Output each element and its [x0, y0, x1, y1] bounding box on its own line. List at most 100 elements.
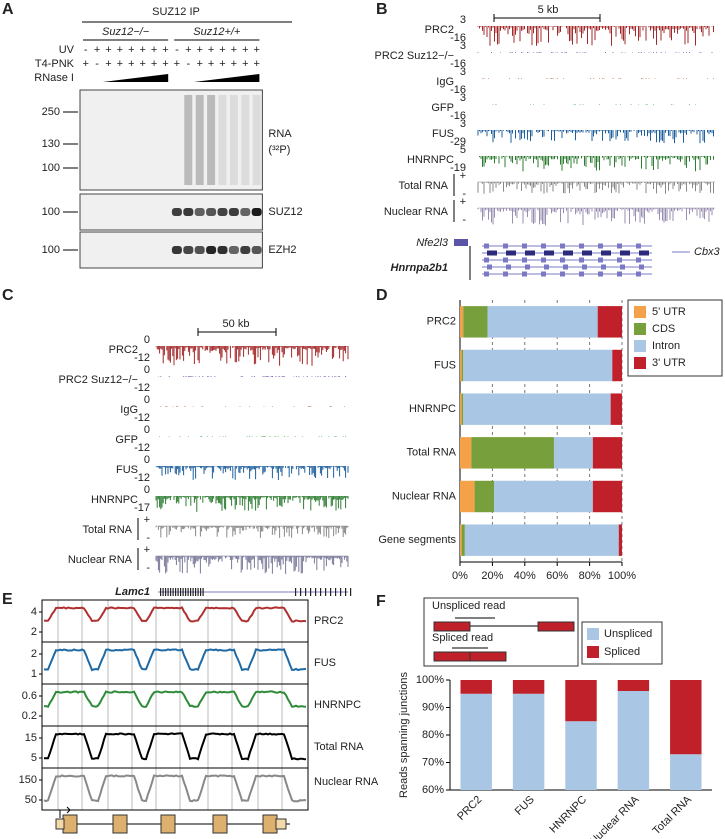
band — [251, 246, 262, 254]
size-marker: 100 — [42, 244, 60, 256]
exon — [162, 588, 164, 596]
scale-top: 0 — [144, 454, 150, 466]
smear — [207, 95, 216, 185]
exon — [433, 651, 471, 662]
gene-name: Cbx3 — [694, 246, 721, 258]
legend-label: CDS — [652, 323, 675, 335]
condition-mark: + — [105, 44, 111, 56]
condition-mark: + — [162, 58, 168, 70]
exon — [636, 271, 641, 277]
exon — [601, 264, 606, 270]
bar-segment — [463, 349, 613, 382]
legend-label: Intron — [652, 340, 680, 352]
bar-segment — [610, 393, 622, 425]
diagram-label: Spliced read — [432, 632, 493, 644]
profile — [43, 774, 306, 803]
exon — [197, 588, 199, 596]
band — [228, 208, 239, 216]
tss-arrow — [59, 806, 72, 818]
legend-label: 3' UTR — [652, 357, 686, 369]
bar-segment — [461, 393, 464, 425]
bar-segment — [460, 680, 492, 694]
bar-segment — [463, 306, 488, 338]
scale-bottom: -12 — [134, 352, 150, 364]
panel-letter: D — [376, 287, 388, 304]
band — [240, 208, 251, 216]
condition-mark: + — [117, 44, 123, 56]
exon — [617, 243, 622, 249]
panel-letter: A — [2, 1, 14, 18]
y-tick-label: 0.2 — [22, 710, 37, 722]
signal — [477, 182, 714, 194]
exon — [484, 257, 489, 263]
bar-segment — [553, 437, 593, 469]
exon — [350, 588, 352, 596]
bar-segment — [670, 680, 702, 755]
exon — [340, 588, 342, 596]
band — [206, 246, 217, 254]
track-name: Nuclear RNA — [68, 554, 133, 566]
bar-segment — [592, 437, 622, 469]
track-name: PRC2 Suz12−/− — [375, 50, 455, 62]
condition-mark: + — [196, 44, 202, 56]
scale-bottom: -16 — [450, 58, 466, 70]
exon — [598, 271, 603, 277]
signal — [477, 130, 714, 144]
smear — [184, 95, 193, 185]
exon — [262, 814, 278, 834]
condition-mark: - — [175, 44, 179, 56]
band — [217, 208, 228, 216]
scale-bottom: -12 — [134, 442, 150, 454]
exon — [541, 257, 546, 263]
profile — [43, 606, 307, 623]
exon — [330, 588, 332, 596]
y-tick-label: 70% — [422, 756, 444, 768]
exon — [487, 264, 492, 270]
x-tick-label: FUS — [513, 794, 537, 818]
scale-top: 5 — [460, 144, 466, 156]
exon — [195, 588, 197, 596]
legend-swatch — [587, 646, 599, 658]
scale-bottom: - — [146, 532, 150, 544]
rnase-wedge — [83, 74, 169, 82]
bar-segment — [460, 393, 462, 425]
exon — [180, 588, 182, 596]
x-tick-label: 0% — [452, 570, 468, 582]
bar-segment — [460, 437, 472, 469]
y-tick-label: 2 — [31, 626, 37, 638]
exon — [503, 271, 508, 277]
blot-label: EZH2 — [268, 244, 296, 256]
condition-mark: + — [185, 44, 191, 56]
bar-segment — [461, 524, 465, 556]
scale-bottom: - — [146, 562, 150, 574]
blot-label: SUZ12 — [268, 206, 302, 218]
scale-top: + — [460, 196, 466, 208]
y-tick-label: FUS — [434, 359, 456, 371]
exon — [300, 588, 302, 596]
scale-bar-label: 5 kb — [538, 4, 559, 16]
exon — [544, 264, 549, 270]
bar-segment — [487, 306, 598, 338]
legend-swatch — [634, 323, 646, 335]
signal — [477, 52, 713, 53]
bar-segment — [617, 691, 650, 790]
exon — [345, 588, 347, 596]
exon — [617, 257, 622, 263]
smear — [195, 95, 204, 185]
condition-mark: + — [139, 58, 145, 70]
condition-mark: + — [219, 44, 225, 56]
row-label: T4-PNK — [35, 58, 75, 70]
y-tick-label: PRC2 — [427, 316, 456, 328]
smear — [218, 95, 227, 185]
condition-mark: + — [242, 44, 248, 56]
scale-top: 3 — [460, 66, 466, 78]
y-tick-label: 50 — [25, 794, 37, 806]
panel-letter: C — [2, 287, 14, 304]
y-tick-label: 1 — [31, 668, 37, 680]
track-name: IgG — [436, 76, 454, 88]
diagram-label: Unspliced read — [432, 600, 505, 612]
exon — [601, 250, 611, 256]
y-tick-label: 100% — [416, 674, 444, 686]
condition-mark: + — [128, 44, 134, 56]
legend-swatch — [587, 628, 599, 640]
